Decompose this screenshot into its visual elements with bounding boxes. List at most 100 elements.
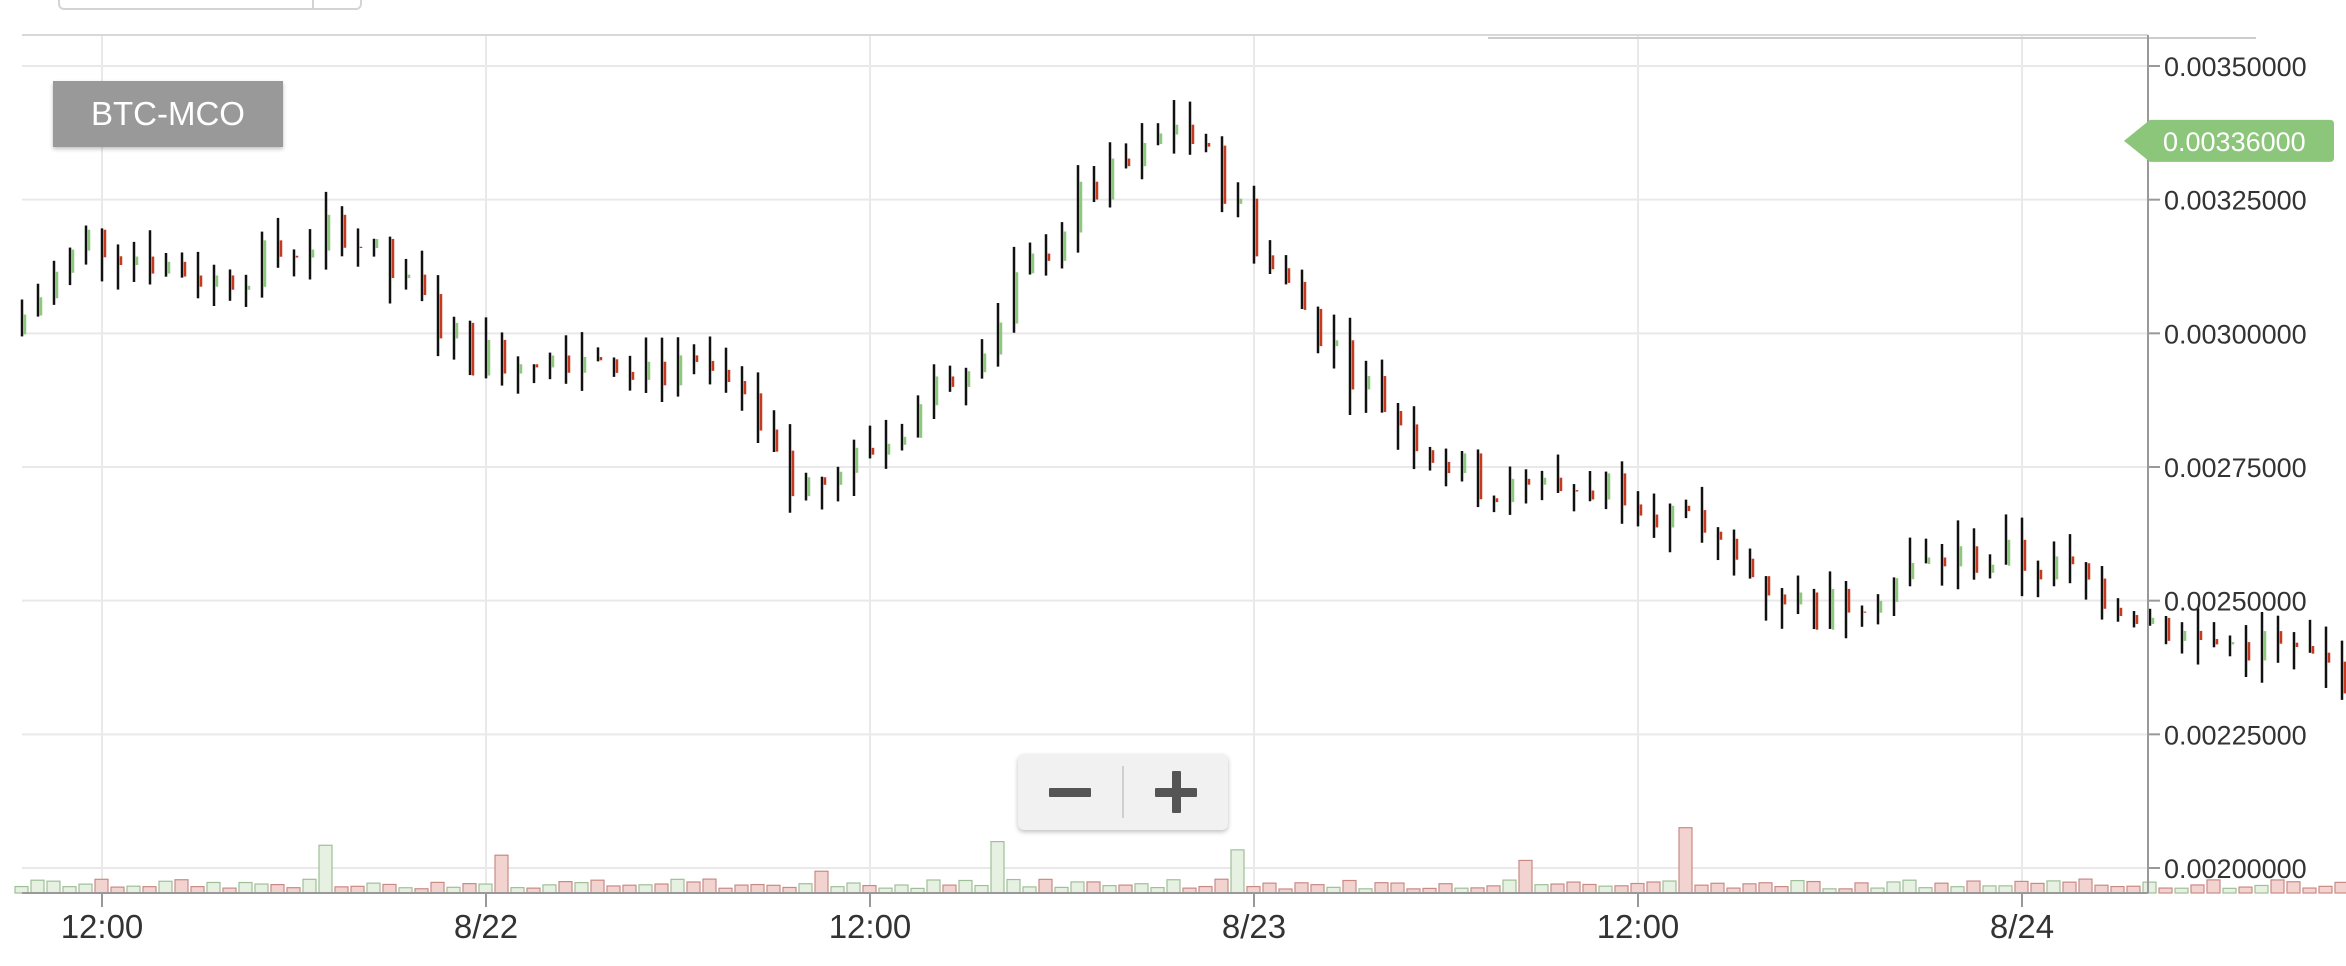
volume-bar-down: [766, 884, 781, 894]
volume-bar-down: [1934, 882, 1949, 894]
volume-bar-down: [462, 883, 477, 894]
chart-grid: [22, 35, 2148, 893]
volume-bar-up: [1230, 849, 1245, 894]
volume-bar-down: [606, 885, 621, 894]
x-tick-label: 8/23: [1222, 908, 1286, 945]
search-input-divider: [312, 0, 314, 8]
volume-bar-up: [30, 879, 45, 894]
volume-bar-up: [2222, 887, 2237, 894]
y-axis-ticks: 0.00350000 0.00325000 0.00300000 0.00275000…: [2148, 52, 2307, 884]
volume-bar-down: [1614, 885, 1629, 894]
volume-bar-up: [1982, 885, 1997, 894]
volume-bar-down: [2302, 887, 2317, 894]
x-tick-label: 8/24: [1990, 908, 2054, 945]
volume-bar-down: [1118, 884, 1133, 894]
volume-bar-down: [686, 881, 701, 894]
volume-bar-down: [558, 881, 573, 894]
volume-bar-down: [1438, 883, 1453, 894]
zoom-separator: [1122, 766, 1124, 818]
x-tick-label: 8/22: [454, 908, 518, 945]
volume-bar-down: [1262, 882, 1277, 894]
volume-bar-down: [2190, 884, 2205, 894]
volume-bar-up: [1134, 883, 1149, 894]
plus-icon: [1155, 771, 1197, 813]
y-tick-label: 0.00325000: [2164, 186, 2307, 216]
volume-bar-down: [862, 884, 877, 894]
volume-bar-down: [1342, 879, 1357, 894]
volume-bar-up: [78, 883, 93, 894]
volume-bar-down: [1374, 882, 1389, 894]
zoom-control: [1018, 754, 1228, 830]
volume-bar-up: [1902, 879, 1917, 894]
current-price-flag-shape: [2124, 119, 2334, 162]
volume-bar-up: [1166, 879, 1181, 894]
volume-bar-down: [1694, 884, 1709, 894]
volume-bar-up: [1070, 881, 1085, 894]
volume-bar-down: [2078, 878, 2093, 894]
volume-bar-up: [2046, 880, 2061, 894]
volume-bar-up: [366, 882, 381, 894]
volume-bar-down: [1486, 885, 1501, 894]
volume-bar-up: [894, 884, 909, 894]
volume-bar-down: [1710, 882, 1725, 894]
volume-bar-up: [974, 884, 989, 894]
volume-bar-down: [94, 878, 109, 894]
volume-bar-down: [174, 879, 189, 894]
zoom-out-button[interactable]: [1018, 754, 1122, 830]
volume-bar-down: [430, 881, 445, 894]
volume-bar-down: [654, 883, 669, 894]
volume-bar-down: [1294, 882, 1309, 894]
volume-bar-up: [318, 844, 333, 894]
volume-bar-down: [350, 885, 365, 894]
volume-bar-down: [2286, 881, 2301, 894]
volume-bar-up: [1886, 881, 1901, 894]
volume-bar-down: [382, 883, 397, 894]
volume-bar-down: [1582, 883, 1597, 894]
volume-bar-up: [2254, 884, 2269, 894]
volume-bar-up: [542, 884, 557, 894]
volume-bar-down: [2030, 882, 2045, 894]
symbol-label: BTC-MCO: [53, 81, 283, 147]
volume-bar-up: [238, 881, 253, 894]
volume-bar-down: [942, 884, 957, 894]
x-axis-ticks: 12:008/2212:008/2312:008/2412:008/2512:0…: [61, 893, 2054, 945]
volume-bar-up: [1102, 885, 1117, 894]
volume-bar-down: [1678, 827, 1693, 894]
volume-bar-down: [1758, 882, 1773, 894]
volume-bar-down: [1646, 881, 1661, 894]
volume-bar-up: [254, 883, 269, 894]
volume-bar-up: [846, 882, 861, 894]
y-tick-label: 0.00225000: [2164, 720, 2307, 750]
volume-bar-down: [1550, 883, 1565, 894]
volume-bar-down: [494, 854, 509, 894]
volume-bar-up: [1006, 878, 1021, 894]
volume-bar-up: [670, 878, 685, 894]
volume-bar-down: [2270, 879, 2285, 894]
volume-bar-up: [2174, 887, 2189, 894]
y-tick-label: 0.00200000: [2164, 854, 2307, 884]
volume-bar-down: [1310, 884, 1325, 894]
volume-bar-down: [1518, 859, 1533, 894]
volume-bar-up: [2142, 881, 2157, 894]
volume-bar-down: [2126, 885, 2141, 894]
x-tick-label: 12:00: [1597, 908, 1680, 945]
symbol-search-input[interactable]: [58, 0, 362, 10]
volume-bar-down: [2334, 881, 2346, 894]
volume-bar-up: [926, 879, 941, 894]
y-tick-label: 0.00350000: [2164, 52, 2307, 82]
volume-bar-up: [1598, 885, 1613, 894]
zoom-in-button[interactable]: [1124, 754, 1228, 830]
current-price-flag: 0.00336000: [2124, 119, 2334, 162]
volume-bar-up: [46, 880, 61, 894]
volume-bar-down: [750, 883, 765, 894]
x-tick-label: 12:00: [61, 908, 144, 945]
volume-bar-up: [798, 883, 813, 894]
y-tick-label: 0.00250000: [2164, 587, 2307, 617]
volume-bar-up: [478, 883, 493, 894]
volume-bar-up: [126, 885, 141, 894]
volume-bar-up: [302, 878, 317, 894]
volume-bar-down: [1390, 882, 1405, 894]
volume-bar-up: [638, 884, 653, 894]
volume-bar-down: [270, 884, 285, 894]
volume-bar-up: [206, 881, 221, 894]
